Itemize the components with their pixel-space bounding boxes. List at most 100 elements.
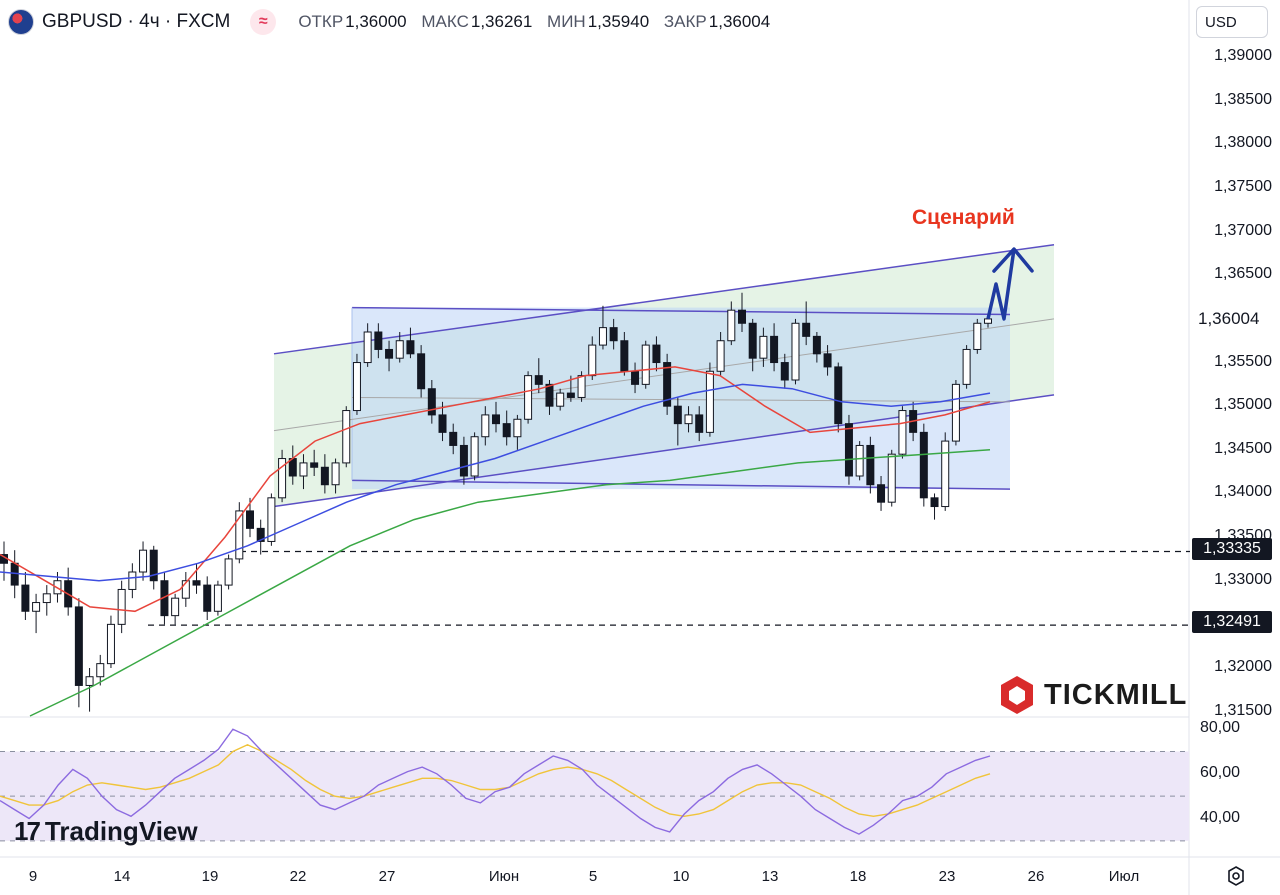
candle-body [984,318,992,324]
candle-body [385,348,394,359]
candle-body [598,327,607,346]
ohlc-value-open: 1,36000 [345,12,407,31]
candle-body [427,388,436,416]
candle-body [609,327,618,342]
candle-body [877,484,886,503]
candle-body [673,405,682,425]
candle-body [203,584,212,612]
candle-body [663,362,672,407]
candle-body [716,340,725,372]
price-tick-label: 1,38500 [1214,90,1272,108]
time-tick-label: 23 [938,868,956,885]
symbol-title[interactable]: GBPUSD · 4ч · FXCM [42,11,231,32]
candle-body [470,436,479,477]
moving-average-line [0,383,991,582]
candle-body [684,414,693,425]
candle-body [941,440,950,508]
last-price-label: 1,36004 [1198,308,1260,328]
price-tick-label: 1,36500 [1214,265,1272,283]
chart-header: GBPUSD · 4ч · FXCM ≈ ОТКР 1,36000 МАКС 1,3… [0,0,1180,44]
time-tick-label: 13 [761,868,779,885]
candle-body [513,418,522,438]
candle-body [812,335,821,355]
candle-body [545,383,554,407]
moving-average-line [29,449,991,717]
range-bottom-line [351,479,1011,490]
candle-body [962,348,971,385]
settings-icon[interactable] [1226,866,1246,886]
candle-body [438,414,447,433]
ohlc-label-high: МАКС [421,12,469,31]
price-tick-label: 1,33000 [1214,570,1272,588]
candle-body [278,458,287,499]
time-tick-label: 19 [201,868,219,885]
candle-body [524,375,533,420]
candle-body [759,335,768,359]
time-tick-label: 26 [1027,868,1045,885]
time-tick-label: 27 [378,868,396,885]
candle-body [887,453,896,503]
time-tick-label: 14 [113,868,131,885]
candle-body [85,676,94,686]
rsi-line [0,728,991,835]
candle-body [74,606,83,686]
time-tick-label: 10 [672,868,690,885]
wave-icon[interactable]: ≈ [250,9,277,35]
candle-body [566,392,575,398]
level-tag-2: 1,32491 [1192,611,1272,633]
tickmill-text: TICKMILL [1044,678,1188,711]
price-tick-label: 1,39000 [1214,47,1272,65]
channel-lower-line [273,394,1055,508]
candle-body [930,497,939,508]
ma-layer [0,366,991,717]
candle-body [449,431,458,446]
candle-body [117,588,126,625]
scenario-path [986,248,1016,321]
candle-body [898,410,907,455]
candle-body [641,344,650,385]
rsi-layer [0,728,1189,842]
rsi-tick-label: 60,00 [1200,763,1241,781]
candle-body [331,462,340,486]
currency-label: USD [1205,13,1237,31]
candle-body [128,571,137,590]
candle-body [727,309,736,342]
candle-body [139,549,148,573]
candle-body [652,344,661,364]
candle-body [502,423,511,438]
candle-body [459,444,468,477]
range-mid-line [351,396,1011,403]
candle-body [780,362,789,381]
level-tag-1: 1,33335 [1192,538,1272,560]
ohlc-readout: ОТКР 1,36000 МАКС 1,36261 МИН 1,35940 ЗАКР 1… [298,12,780,32]
channel-upper-line [273,243,1055,355]
price-tick-label: 1,37500 [1214,178,1272,195]
candle-body [149,549,158,582]
candle-body [748,322,757,359]
candle-body [577,375,586,398]
candle-body [395,340,404,359]
candle-body [106,623,115,665]
moving-average-line [0,366,991,613]
time-tick-label: 9 [28,868,38,885]
candle-body [695,414,704,433]
candle-body [588,344,597,377]
candle-body [631,370,640,385]
candle-body [246,510,254,529]
currency-selector[interactable]: USD [1196,6,1268,38]
time-tick-label: 5 [588,868,598,885]
rsi-ma-line [0,744,991,818]
ohlc-label-open: ОТКР [298,12,344,31]
price-tick-label: 1,35500 [1214,352,1272,370]
ohlc-label-low: МИН [547,12,586,31]
candle-body [738,309,746,324]
candle-body [171,597,180,617]
candle-body [705,370,714,433]
range-top-line [351,306,1011,316]
price-tick-label: 1,34500 [1214,439,1272,457]
scenario-arrowhead [992,247,1034,273]
time-tick-label: 18 [849,868,867,885]
ohlc-label-close: ЗАКР [663,12,707,31]
